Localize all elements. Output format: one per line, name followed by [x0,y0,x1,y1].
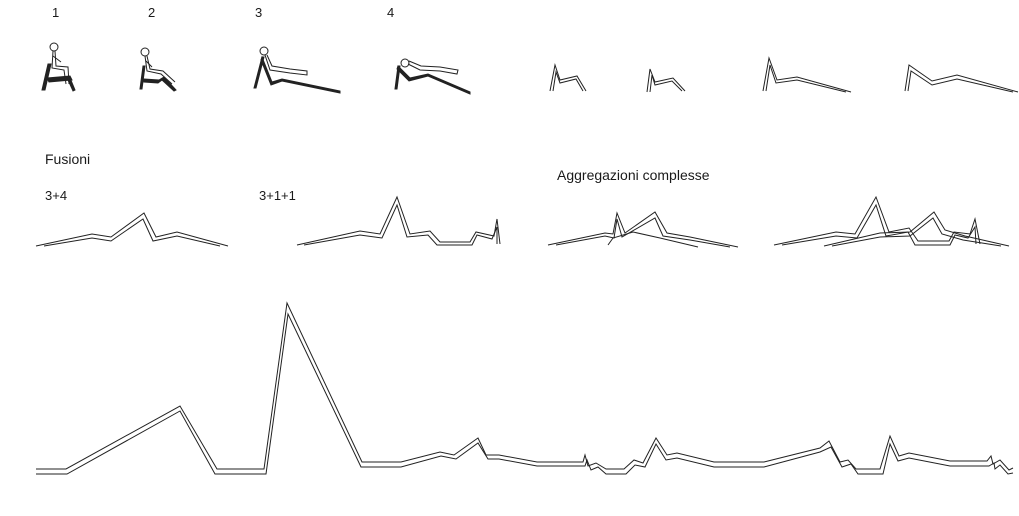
seat-2-figure [139,47,177,92]
seat-4-label: 4 [387,5,395,20]
seat-2-label: 2 [148,5,156,20]
seat-3-figure [253,46,341,94]
seat-3-label: 3 [255,5,263,20]
profile-1-outline [549,63,587,92]
seat-1-figure [41,42,76,92]
seat-4-figure [394,58,471,95]
fusion-b-label: 3+1+1 [259,188,296,203]
fusions-heading: Fusioni [45,151,91,167]
fusion-a-label: 3+4 [45,188,68,203]
complex-aggregations-heading: Aggregazioni complesse [557,167,710,183]
profile-3-outline [762,56,852,93]
complex-aggregation-b [773,195,1010,247]
profile-4-outline [904,64,1019,93]
seat-1-label: 1 [52,5,60,20]
continuous-profile [36,301,1014,475]
fusion-3-4-profile [35,212,229,247]
fusion-3-1-1-profile [296,195,501,246]
profile-2-outline [646,68,686,93]
complex-aggregation-a [547,211,739,248]
